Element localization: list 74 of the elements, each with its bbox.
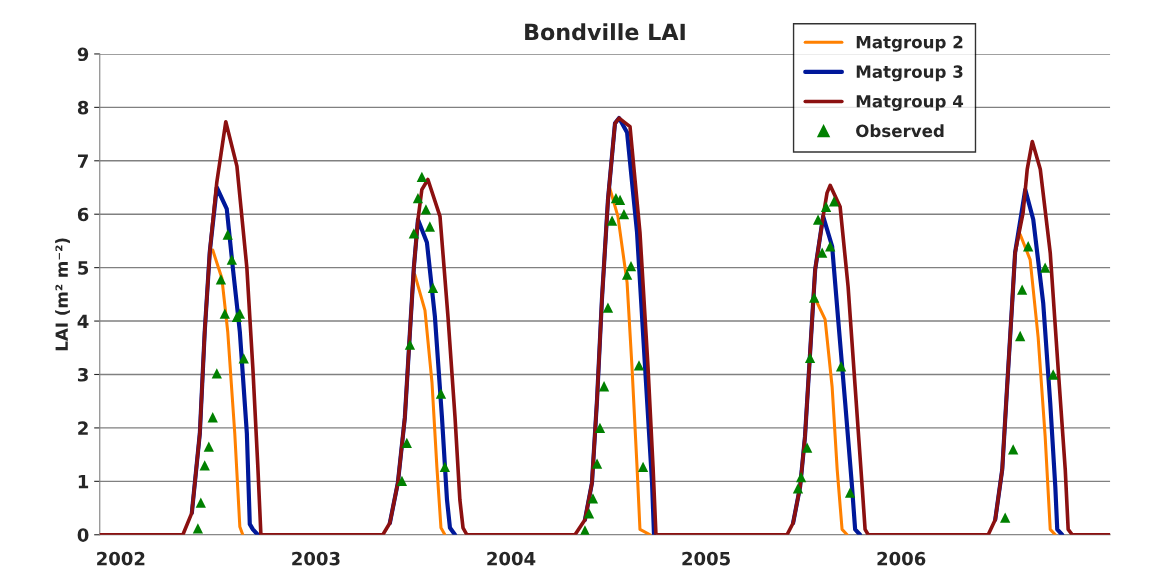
x-tick-label: 2006 (877, 551, 926, 566)
point (1023, 241, 1034, 252)
point (820, 201, 832, 212)
point (401, 437, 412, 449)
legend-label: Matgroup 3 (856, 65, 963, 82)
point (219, 308, 230, 319)
point (1015, 330, 1026, 342)
x-tick-label: 2004 (487, 551, 536, 566)
point (583, 508, 595, 519)
point (828, 196, 840, 207)
point (195, 497, 206, 508)
y-tick-label: 8 (77, 100, 89, 115)
point (844, 487, 856, 498)
point (621, 269, 633, 280)
point (404, 339, 416, 350)
y-tick-label: 1 (78, 475, 89, 489)
legend-label: Matgroup 2 (856, 35, 963, 52)
point (1016, 284, 1028, 295)
point (192, 523, 204, 534)
y-tick-label: 4 (77, 314, 89, 328)
x-tick-label: 2002 (97, 551, 145, 566)
point (207, 412, 218, 423)
point (587, 493, 599, 504)
point (408, 228, 419, 239)
point (203, 441, 214, 452)
point (633, 360, 645, 371)
point (598, 381, 610, 392)
y-tick-label: 2 (78, 421, 88, 435)
point (416, 171, 427, 182)
point (238, 353, 249, 364)
legend-label: Observed (856, 124, 944, 138)
point (420, 204, 432, 215)
y-tick-label: 3 (77, 367, 88, 382)
point (594, 422, 606, 434)
y-axis-title: LAI (m² m⁻²) (55, 238, 70, 351)
point (835, 361, 847, 372)
point (625, 260, 637, 272)
point (439, 461, 451, 473)
point (1008, 444, 1019, 455)
point (591, 458, 603, 469)
point (792, 483, 804, 494)
y-tick-label: 0 (77, 528, 89, 542)
point (602, 302, 614, 313)
y-tick-label: 6 (77, 207, 89, 222)
point (817, 247, 828, 258)
point (637, 461, 649, 473)
point (1040, 262, 1051, 273)
point (825, 241, 836, 252)
point (435, 388, 447, 399)
point (396, 475, 408, 486)
y-tick-label: 7 (77, 154, 88, 168)
x-tick-label: 2003 (292, 551, 340, 566)
point (606, 215, 618, 226)
point (226, 254, 237, 265)
point (812, 214, 824, 225)
legend-label: Matgroup 4 (856, 95, 964, 111)
point (1048, 369, 1059, 380)
point (1000, 512, 1011, 523)
point (802, 442, 813, 453)
y-tick-label: 9 (77, 47, 89, 62)
point (614, 194, 626, 205)
point (427, 282, 439, 294)
point (412, 193, 424, 204)
point (211, 368, 222, 379)
point (424, 221, 435, 232)
point (222, 229, 233, 240)
y-tick-label: 5 (78, 261, 89, 275)
point (215, 274, 227, 285)
chart-title: Bondville LAI (525, 23, 685, 41)
point (795, 471, 807, 483)
point (809, 292, 820, 303)
point (804, 352, 816, 364)
point (618, 209, 630, 220)
x-tick-label: 2005 (682, 551, 730, 566)
